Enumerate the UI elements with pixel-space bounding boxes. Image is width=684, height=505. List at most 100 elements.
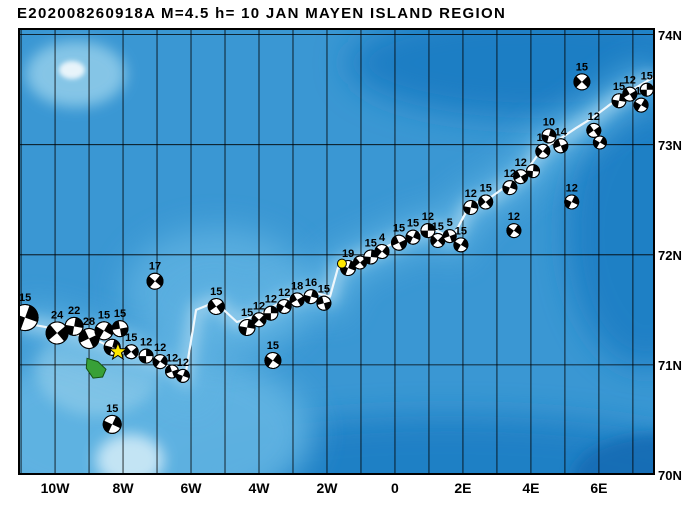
focal-mechanism-label: 12	[253, 300, 265, 312]
focal-mechanism: 15	[573, 61, 591, 91]
focal-mechanism-label: 14	[555, 126, 568, 138]
y-axis-label: 74N	[658, 27, 682, 43]
focal-mechanism: 15	[238, 307, 256, 336]
focal-mechanism: 5	[442, 217, 457, 244]
focal-mechanism-label: 12	[624, 75, 636, 87]
focal-mechanism: 15	[391, 223, 407, 251]
focal-mechanism-label: 17	[149, 261, 161, 273]
map-canvas: 15 24 22 28 15 15 15 12 12 12 12 17 15 15 15 12 12 12 18 16…	[18, 28, 655, 475]
x-axis-label: 6W	[180, 480, 202, 496]
focal-mechanism: 15	[264, 340, 282, 369]
y-axis-label: 70N	[658, 468, 682, 483]
focal-mechanism: 15	[111, 308, 129, 338]
focal-mechanism: 22	[64, 305, 84, 336]
focal-mechanism: 12	[251, 300, 267, 328]
focal-mechanism: 15	[535, 132, 551, 159]
focal-mechanism: 18	[289, 280, 305, 308]
page-title: E202008260918A M=4.5 h= 10 JAN MAYEN ISL…	[17, 5, 507, 22]
focal-mechanism-label: 15	[318, 284, 330, 296]
focal-mechanism-label: 15	[267, 340, 279, 352]
focal-mechanism-label: 15	[114, 308, 126, 320]
focal-mechanism-label: 12	[278, 287, 290, 299]
y-axis-label: 73N	[658, 137, 682, 153]
ocean-shade-blob	[96, 434, 164, 475]
x-axis-label: 4E	[522, 480, 540, 496]
focal-mechanism-label: 15	[365, 238, 377, 250]
x-axis-label: 8W	[112, 480, 134, 496]
x-axis-label: 10W	[40, 480, 70, 496]
focal-mechanism	[103, 338, 121, 356]
focal-mechanism-label: 15	[613, 81, 625, 93]
x-axis-label: 4W	[248, 480, 270, 496]
focal-mechanism: 24	[45, 310, 69, 345]
focal-mechanism-label: 15	[641, 71, 653, 83]
focal-mechanism-label: 12	[265, 294, 277, 306]
focal-mechanism-label: 12	[422, 211, 434, 223]
focal-mechanism: 12	[564, 183, 580, 210]
focal-mechanism: 15	[611, 81, 627, 109]
focal-mechanism-label: 12	[508, 211, 520, 223]
map-frame-border	[18, 28, 655, 475]
focal-mechanism-label: 15	[393, 223, 405, 235]
focal-mechanism-label: 24	[51, 310, 64, 322]
x-axis-label: 6E	[590, 480, 608, 496]
focal-mechanism: 12	[165, 353, 179, 379]
focal-mechanism	[526, 164, 540, 179]
focal-mechanism	[592, 135, 607, 150]
focal-mechanism: 12	[276, 287, 292, 314]
focal-mechanism-label: 15	[106, 403, 118, 415]
focal-mechanism: 4	[374, 232, 390, 259]
focal-mechanism: 12	[420, 211, 436, 239]
focal-mechanism-label: 15	[210, 286, 222, 298]
x-axis-label: 2W	[316, 480, 338, 496]
focal-mechanism-label: 15	[455, 225, 467, 237]
focal-mechanism: 12	[506, 211, 522, 239]
x-axis-label: 0	[391, 480, 399, 496]
focal-mechanism: 12	[463, 188, 479, 215]
focal-mechanism-label: 12	[140, 337, 152, 349]
focal-mechanism: 12	[263, 294, 279, 321]
y-axis-label: 71N	[658, 357, 682, 373]
focal-mechanism: 15	[102, 403, 122, 434]
focal-mechanism-label: 12	[504, 168, 516, 180]
focal-mechanism-label: 12	[154, 342, 166, 354]
epicenter-dot	[336, 258, 347, 269]
focal-mechanism: 10	[541, 116, 557, 144]
focal-mechanism-label: 12	[566, 183, 578, 195]
focal-mechanism: 14	[553, 126, 569, 154]
island-jan-mayen	[85, 357, 107, 379]
focal-mechanism: 15	[405, 218, 421, 245]
ocean-shade-blob	[348, 28, 655, 118]
focal-mechanism: 15	[478, 183, 494, 210]
focal-mechanism-label: 15	[407, 218, 419, 230]
focal-mechanism-label: 12	[166, 353, 178, 365]
focal-mechanism: 15	[123, 332, 139, 360]
focal-mechanism-label: 15	[98, 309, 110, 321]
focal-mechanism-label: 12	[177, 357, 189, 369]
focal-mechanism: 15	[363, 238, 379, 265]
focal-mechanism-label: 5	[447, 217, 453, 229]
focal-mechanism-label: 15	[432, 221, 444, 233]
focal-mechanism: 12	[513, 157, 529, 185]
focal-mechanism: 12	[622, 75, 638, 102]
y-axis-label: 72N	[658, 247, 682, 263]
event-star-icon	[108, 341, 128, 361]
focal-mechanism-label: 15	[576, 61, 588, 73]
focal-mechanism-label: 4	[379, 232, 386, 244]
focal-mechanism: 17	[146, 261, 164, 290]
focal-mechanism-label: 19	[342, 248, 354, 260]
focal-mechanism-label: 28	[83, 316, 95, 328]
focal-mechanism-label: 18	[291, 280, 303, 292]
focal-mechanism-label: 12	[465, 188, 477, 200]
focal-mechanism	[353, 255, 367, 270]
focal-mechanism: 16	[303, 277, 319, 305]
focal-mechanism: 12	[175, 357, 190, 383]
focal-mechanism-label: 16	[305, 277, 317, 289]
focal-mechanism-label: 12	[515, 157, 527, 169]
focal-mechanism: 15	[316, 284, 332, 311]
focal-mechanism-label: 15	[241, 307, 253, 319]
focal-mechanism-label: 12	[588, 111, 600, 123]
x-axis-label: 2E	[454, 480, 472, 496]
